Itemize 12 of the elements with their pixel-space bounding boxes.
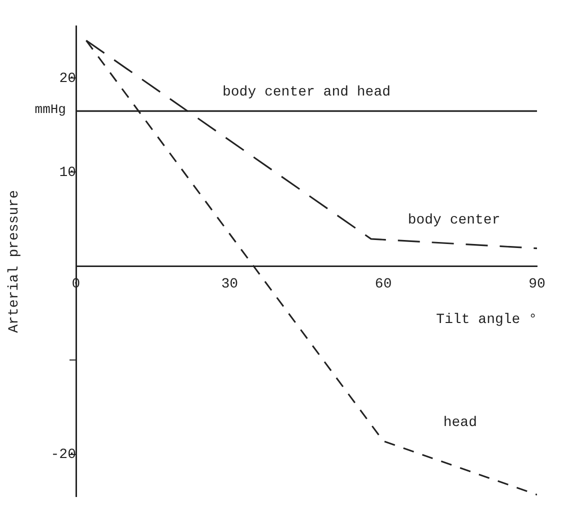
x-tick-label: 60 (374, 276, 392, 292)
y-tick-label: 10 (59, 164, 76, 181)
y-axis-title: Arterial pressure (6, 190, 23, 333)
series-label: body center (408, 212, 500, 229)
x-axis-title: Tilt angle ° (436, 312, 537, 328)
y-tick-label: -20 (50, 446, 76, 463)
text: mmHg (34, 102, 66, 118)
text: head (443, 414, 477, 431)
series-label: body center and head (222, 84, 391, 101)
x-tick-label: 30 (221, 276, 238, 292)
x-tick-label: 90 (528, 276, 546, 292)
y-tick-label: 20 (59, 70, 76, 87)
